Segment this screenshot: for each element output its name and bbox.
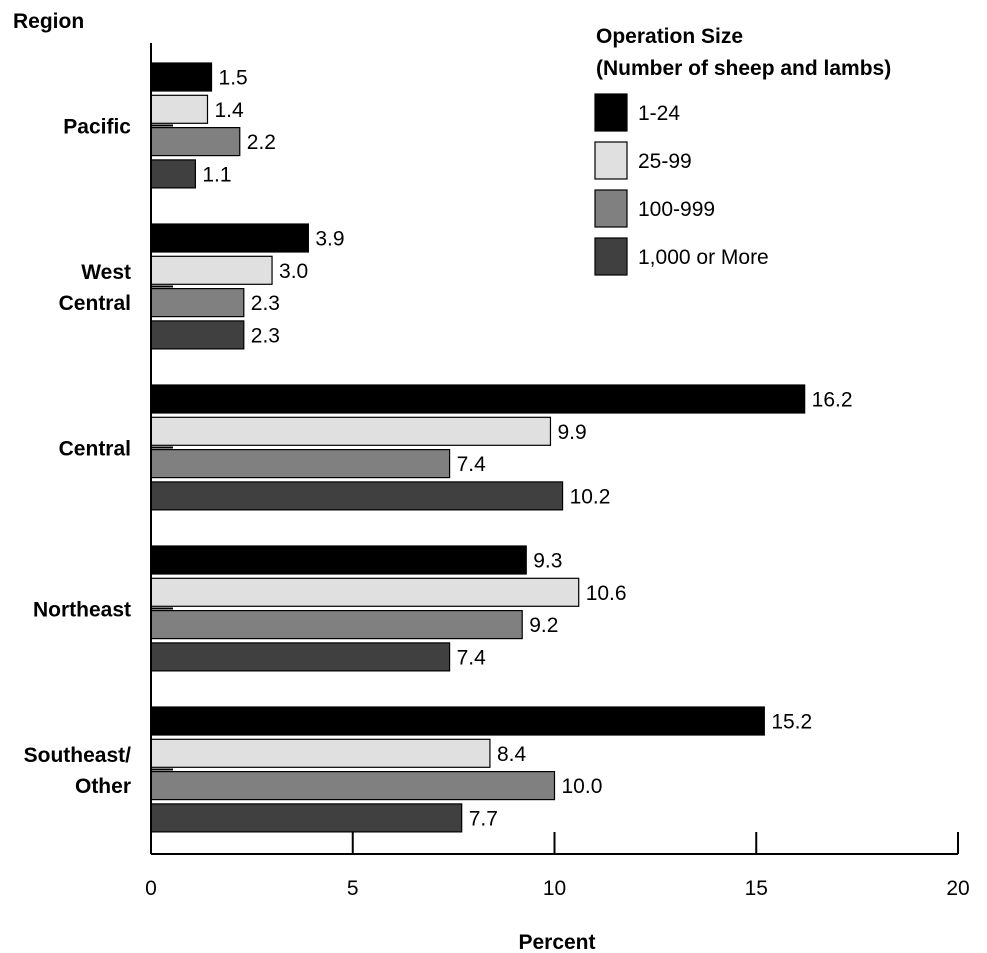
bar-value-label: 15.2	[771, 711, 812, 734]
bar-value-label: 8.4	[497, 743, 527, 766]
bar-value-label: 2.2	[247, 131, 276, 154]
category-label: West	[81, 261, 131, 284]
bar-value-label: 10.6	[586, 582, 627, 605]
legend-label: 100-999	[638, 198, 715, 221]
legend-label: 1,000 or More	[638, 246, 769, 269]
legend-title: Operation Size	[596, 25, 743, 48]
legend-label: 1-24	[638, 102, 680, 125]
bar	[150, 803, 463, 833]
bar	[150, 545, 527, 575]
bar-value-label: 2.3	[251, 292, 280, 315]
bar-value-label: 1.1	[202, 163, 231, 186]
bar-value-label: 10.0	[562, 775, 603, 798]
bar-value-label: 9.9	[557, 421, 586, 444]
bar-value-label: 16.2	[812, 389, 853, 412]
x-tick-label: 5	[347, 877, 359, 900]
bar	[150, 416, 552, 446]
x-tick-label: 15	[745, 877, 768, 900]
bar-value-label: 3.0	[279, 260, 308, 283]
bar-value-label: 7.4	[457, 453, 487, 476]
bar	[150, 609, 523, 640]
bar-value-label: 7.4	[457, 646, 487, 669]
bar	[150, 159, 196, 189]
bar	[150, 320, 245, 350]
legend: Operation Size (Number of sheep and lamb…	[594, 25, 891, 276]
y-axis-title: Region	[13, 10, 84, 33]
bar-value-label: 9.3	[533, 550, 562, 573]
bars-layer	[150, 62, 806, 833]
bar	[150, 94, 209, 124]
x-tick-label: 20	[946, 877, 969, 900]
bar	[150, 706, 765, 736]
category-label: Southeast/	[24, 744, 132, 767]
category-label: Other	[75, 775, 131, 798]
category-label: Pacific	[63, 115, 131, 138]
bar	[150, 449, 451, 479]
bar	[150, 642, 451, 672]
bar-value-label: 7.7	[469, 807, 498, 830]
bar	[150, 288, 245, 318]
bar-value-label: 10.2	[570, 485, 611, 508]
legend-swatch	[594, 189, 628, 228]
legend-label: 25-99	[638, 150, 692, 173]
category-label: Northeast	[33, 598, 131, 621]
bar-value-label: 9.2	[529, 614, 558, 637]
bar	[150, 126, 241, 157]
bar-value-label: 3.9	[315, 228, 344, 251]
legend-swatch	[594, 141, 628, 180]
x-tick-label: 0	[145, 877, 157, 900]
bar	[150, 738, 491, 768]
legend-subtitle: (Number of sheep and lambs)	[596, 57, 891, 80]
category-label: Central	[59, 292, 131, 315]
legend-swatch	[594, 237, 628, 276]
x-axis-title: Percent	[518, 931, 595, 953]
bar-value-label: 1.5	[219, 67, 248, 90]
bar-value-label: 1.4	[214, 99, 244, 122]
axes-layer: 0 5 10 15 20 Pacific West Central Central Northea…	[24, 43, 970, 900]
bar	[150, 481, 564, 511]
bar	[150, 384, 806, 414]
legend-swatch	[594, 93, 628, 132]
bar-value-label: 2.3	[251, 324, 280, 347]
bar	[150, 577, 580, 607]
bar	[150, 770, 556, 801]
x-tick-label: 10	[543, 877, 566, 900]
value-labels-layer: 1.5 3.9 16.2 9.3 15.2 1.4 3.0 9.9 10.6 8.4 2.2 2.3 7…	[202, 67, 852, 831]
bar	[150, 255, 273, 285]
bar	[150, 223, 309, 253]
category-label: Central	[59, 437, 131, 460]
bar	[150, 62, 213, 92]
